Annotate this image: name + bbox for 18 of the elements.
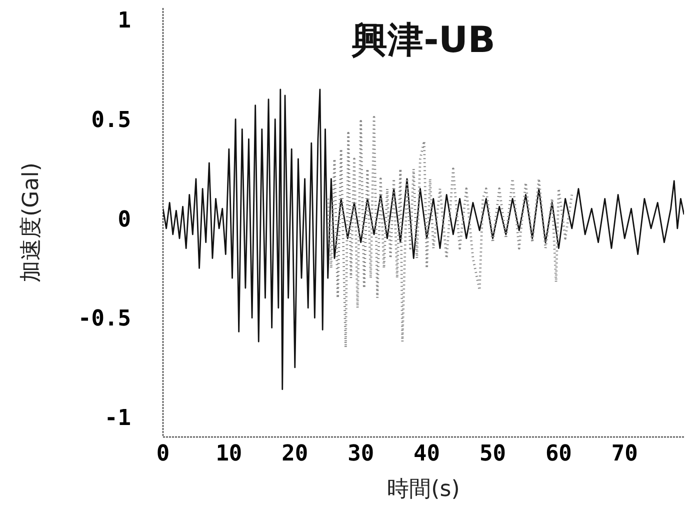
y-axis-title: 加速度(Gal) <box>18 162 44 282</box>
x-tick-label: 30 <box>348 442 374 467</box>
y-tick-label: 1 <box>118 8 131 34</box>
x-tick-label: 10 <box>216 442 242 467</box>
line-series <box>326 116 574 349</box>
x-tick-label: 20 <box>282 442 308 467</box>
y-tick-label: -1 <box>104 406 131 431</box>
chart-title: 興津-UB <box>350 19 496 63</box>
y-tick-label: 0 <box>118 207 131 232</box>
y-tick-label: -0.5 <box>78 306 131 332</box>
x-tick-label: 40 <box>414 442 440 467</box>
x-tick-label: 70 <box>611 442 638 467</box>
line-series <box>163 88 684 390</box>
x-axis-title: 時間(s) <box>387 477 460 502</box>
y-tick-label: 0.5 <box>91 108 131 134</box>
x-tick-label: 50 <box>479 442 506 467</box>
x-tick-label: 60 <box>545 442 572 467</box>
x-tick-label: 0 <box>156 442 170 467</box>
